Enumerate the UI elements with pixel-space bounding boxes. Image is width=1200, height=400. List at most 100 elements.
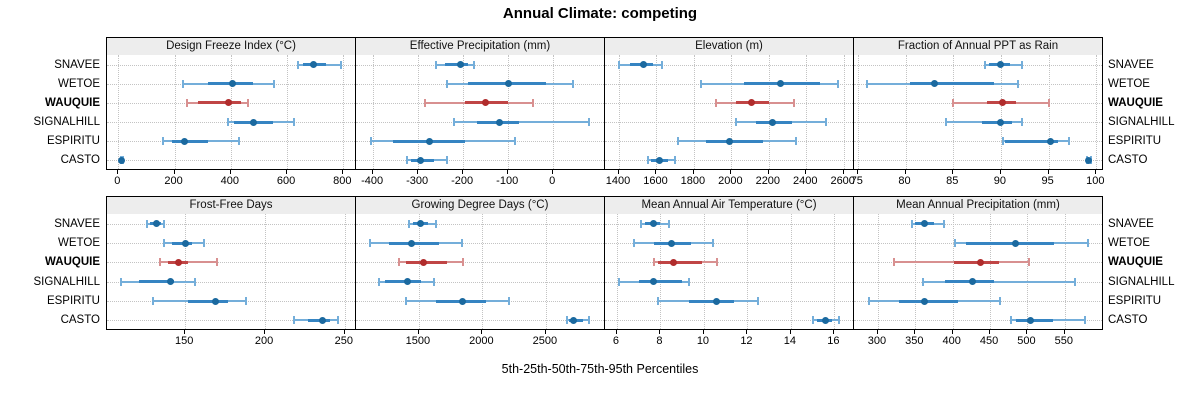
grid-line-vertical <box>915 214 917 329</box>
axis-tick-label: 2000 <box>718 175 743 187</box>
whisker-cap <box>433 277 436 286</box>
median-dot <box>920 297 928 305</box>
site-label: CASTO <box>1108 154 1148 167</box>
axis-tick-label: 200 <box>254 335 274 347</box>
whisker-cap <box>292 316 295 325</box>
iqr-band <box>1016 318 1053 322</box>
whisker-cap <box>508 297 511 305</box>
whisker-cap <box>405 156 408 165</box>
median-dot <box>181 137 189 145</box>
percentile-whisker <box>454 121 590 124</box>
median-dot <box>1026 316 1034 324</box>
axis-tick <box>702 330 704 334</box>
panel-plot <box>106 214 356 330</box>
median-dot <box>425 137 433 145</box>
iqr-band <box>198 101 241 105</box>
whisker-cap <box>158 258 161 267</box>
whisker-cap <box>1087 239 1090 247</box>
whisker-cap <box>446 156 449 165</box>
median-dot <box>225 99 233 107</box>
site-label: SIGNALHILL <box>1108 275 1175 288</box>
grid-line-horizontal <box>107 64 355 66</box>
axis-tick <box>952 170 954 174</box>
axis-tick-label: 10 <box>696 335 710 347</box>
median-dot <box>1047 137 1055 145</box>
grid-line-vertical <box>806 55 808 169</box>
whisker-cap <box>453 118 456 127</box>
grid-line-horizontal <box>854 141 1102 143</box>
median-dot <box>181 239 189 247</box>
axis-tick-label: 95 <box>1041 175 1054 187</box>
site-label: CASTO <box>60 314 100 327</box>
site-label: SIGNALHILL <box>33 116 100 129</box>
median-dot <box>249 118 257 126</box>
axis-tick <box>659 330 661 334</box>
whisker-cap <box>661 60 664 69</box>
whisker-cap <box>1047 98 1050 107</box>
median-dot <box>417 220 425 228</box>
grid-line-horizontal <box>356 243 604 244</box>
axis-tick <box>286 170 288 174</box>
grid-line-vertical <box>857 55 859 169</box>
axis-tick <box>552 170 554 174</box>
whisker-cap <box>293 118 296 127</box>
whisker-cap <box>407 219 410 228</box>
axis-tick-label: 0 <box>114 175 121 187</box>
whisker-cap <box>824 118 827 127</box>
panel-header: Mean Annual Air Temperature (°C) <box>604 196 854 215</box>
median-dot <box>310 61 318 69</box>
grid-line-vertical <box>185 214 187 329</box>
whisker-cap <box>998 297 1001 305</box>
panel-header: Elevation (m) <box>604 37 854 56</box>
whisker-cap <box>668 219 671 228</box>
grid-line-vertical <box>1027 214 1029 329</box>
axis-tick-label: 2200 <box>755 175 781 187</box>
panel-plot <box>604 214 854 330</box>
axis-tick <box>914 330 916 334</box>
median-dot <box>726 137 733 145</box>
whisker-cap <box>618 60 621 69</box>
site-label: WAUQUIE <box>45 96 100 109</box>
whisker-cap <box>186 98 189 107</box>
whisker-cap <box>652 258 655 267</box>
panel-plot <box>853 214 1103 330</box>
median-dot <box>976 258 984 266</box>
site-label: ESPIRITU <box>1108 295 1162 307</box>
axis-tick <box>856 170 858 174</box>
whisker-cap <box>687 277 690 286</box>
whisker-cap <box>757 297 760 305</box>
whisker-cap <box>461 239 464 247</box>
grid-line-vertical <box>508 55 510 169</box>
axis-tick-label: 800 <box>333 175 352 187</box>
axis-tick-label: 1400 <box>605 175 631 187</box>
median-dot <box>1085 156 1093 164</box>
grid-line-horizontal <box>356 281 604 283</box>
whisker-cap <box>216 258 219 267</box>
axis-tick-label: 80 <box>898 175 911 187</box>
site-label: WAUQUIE <box>45 256 100 269</box>
grid-line-vertical <box>656 55 658 169</box>
whisker-cap <box>1010 316 1013 325</box>
median-dot <box>175 258 183 266</box>
whisker-cap <box>531 98 534 107</box>
whisker-cap <box>473 60 476 69</box>
median-dot <box>403 278 411 286</box>
whisker-cap <box>942 219 945 228</box>
whisker-cap <box>377 277 380 286</box>
axis-tick-label: 85 <box>946 175 959 187</box>
axis-tick-label: 250 <box>334 335 353 347</box>
iqr-band <box>910 82 995 86</box>
median-dot <box>167 278 175 286</box>
axis-tick-label: 1500 <box>405 335 431 347</box>
median-dot <box>318 316 326 324</box>
grid-line-horizontal <box>605 243 853 244</box>
median-dot <box>997 118 1005 126</box>
grid-line-vertical <box>843 55 845 169</box>
median-dot <box>212 297 220 305</box>
axis-tick-label: 1800 <box>680 175 706 187</box>
whisker-cap <box>446 79 449 88</box>
whisker-cap <box>892 258 895 267</box>
median-dot <box>670 258 677 266</box>
median-dot <box>420 258 428 266</box>
grid-line-horizontal <box>854 160 1102 162</box>
